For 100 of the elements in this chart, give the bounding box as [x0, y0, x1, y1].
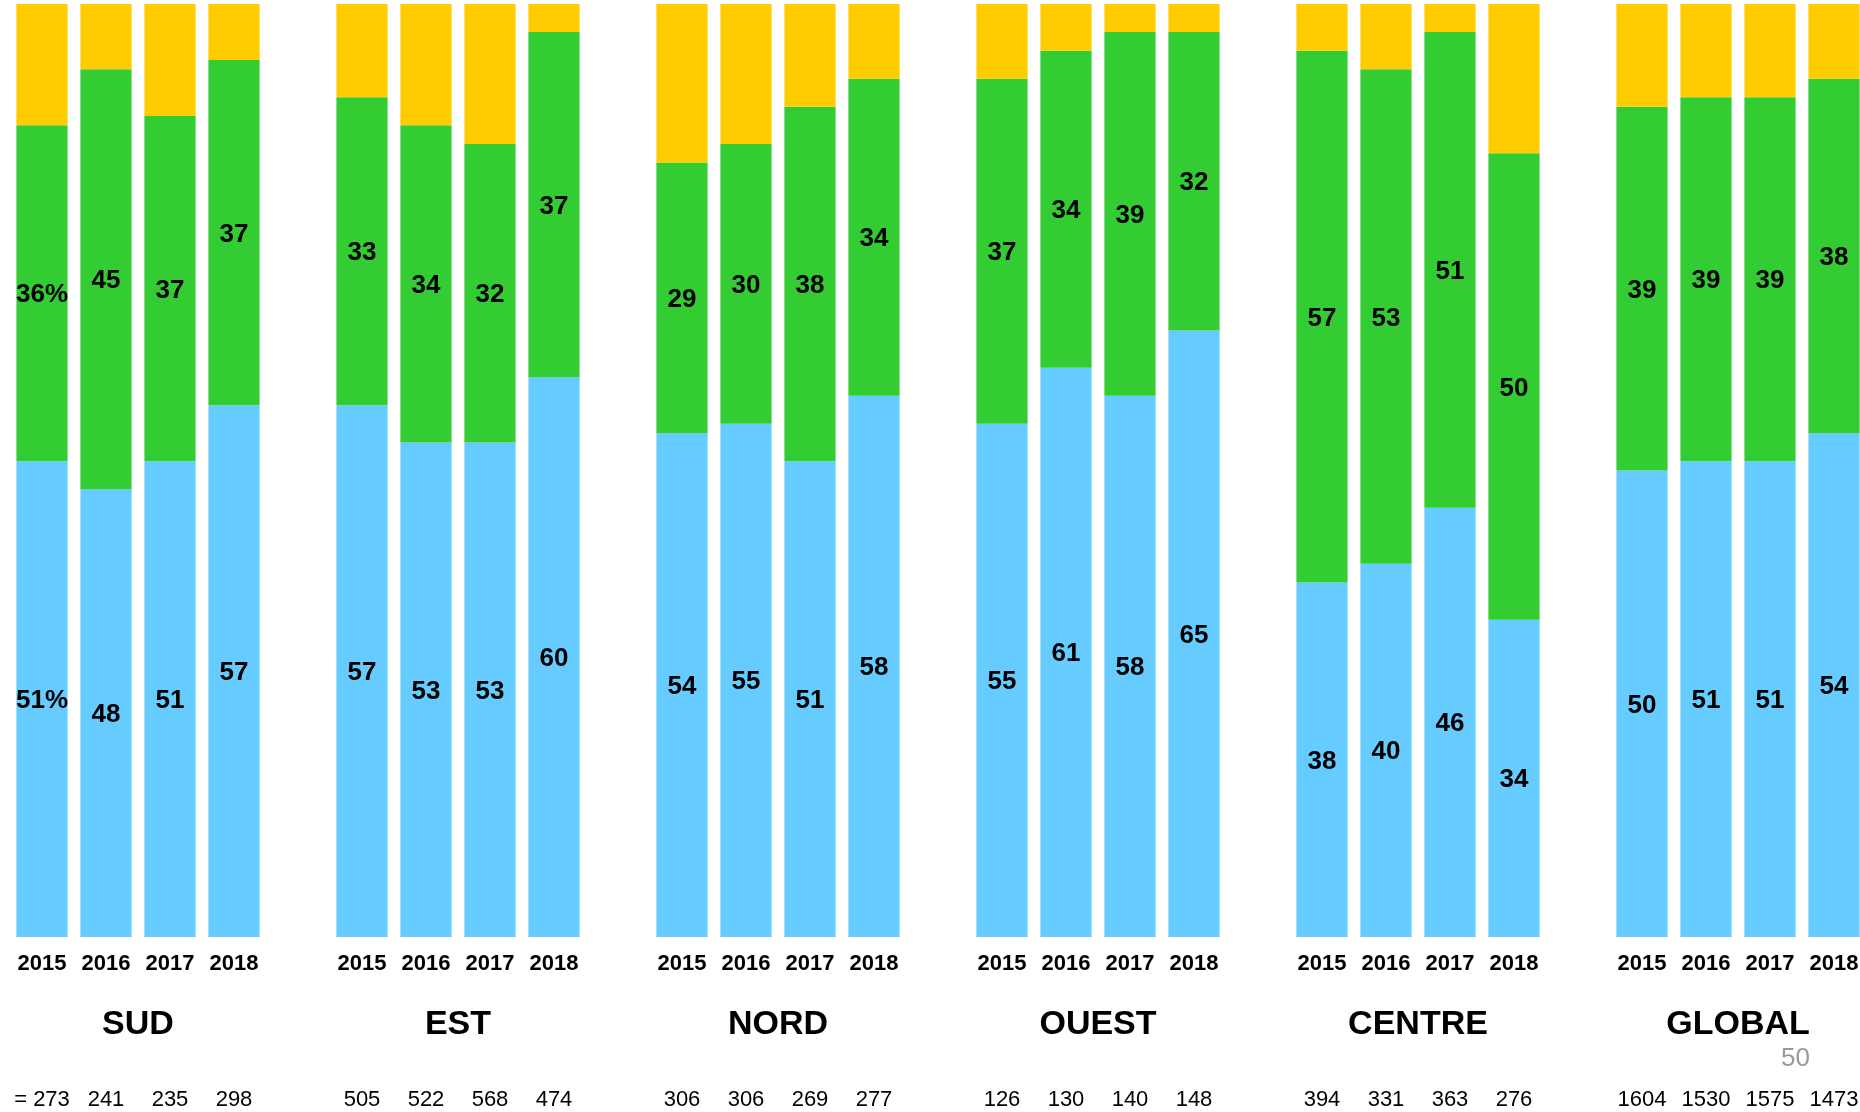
- bar: [976, 4, 1028, 79]
- x-tick-label: 2016: [1041, 949, 1091, 975]
- data-label: 34: [1051, 194, 1081, 225]
- x-tick-label: 2018: [529, 949, 579, 975]
- bar: [1808, 78, 1860, 434]
- bar: [464, 143, 516, 443]
- data-label: 51: [1435, 254, 1465, 285]
- bar: [336, 97, 388, 406]
- bar: [848, 395, 900, 937]
- bar: [1680, 4, 1732, 98]
- data-label: 39: [1691, 264, 1721, 295]
- text: 306: [727, 1085, 765, 1111]
- x-tick-label: 2015: [17, 949, 67, 975]
- data-label: 60: [539, 642, 569, 673]
- bar: [144, 115, 196, 462]
- text: 1530: [1681, 1085, 1731, 1111]
- bar: [336, 4, 388, 98]
- x-tick-label: 2018: [1809, 949, 1859, 975]
- data-label: 40: [1371, 735, 1401, 766]
- bar: [400, 4, 452, 126]
- x-tick-label: 2017: [145, 949, 195, 975]
- bar: [336, 405, 388, 937]
- bar: [1040, 367, 1092, 937]
- bar: [1616, 106, 1668, 471]
- bar: [1104, 4, 1156, 32]
- bar: [1360, 4, 1412, 70]
- bar: [1040, 4, 1092, 51]
- bar: [80, 489, 132, 937]
- bar: [1104, 395, 1156, 937]
- data-label: 58: [1115, 651, 1145, 682]
- bar: [1168, 31, 1220, 331]
- text: 1575: [1745, 1085, 1795, 1111]
- x-tick-label: 2018: [209, 949, 259, 975]
- bar: [1040, 50, 1092, 368]
- bar: [400, 442, 452, 937]
- data-label: 55: [987, 665, 1017, 696]
- bar: [1424, 4, 1476, 32]
- text: 1473: [1809, 1085, 1859, 1111]
- bar: [1424, 31, 1476, 508]
- bar: [144, 461, 196, 937]
- data-label: 51: [155, 684, 185, 715]
- text: EST: [424, 1003, 492, 1041]
- text: 148: [1175, 1085, 1213, 1111]
- data-label: 39: [1115, 198, 1145, 229]
- data-label: 32: [475, 278, 505, 309]
- text: 276: [1495, 1085, 1533, 1111]
- bar: [1744, 461, 1796, 937]
- bar: [464, 4, 516, 144]
- bar: [1808, 433, 1860, 937]
- data-label: 36%: [15, 278, 69, 309]
- bar: [1616, 4, 1668, 107]
- data-label: 38: [1819, 240, 1849, 271]
- x-tick-label: 2016: [1681, 949, 1731, 975]
- data-label: 38: [1307, 744, 1337, 775]
- bar: [1424, 507, 1476, 937]
- data-label: 65: [1179, 618, 1209, 649]
- bar: [784, 106, 836, 462]
- bar: [1680, 461, 1732, 937]
- bar: [784, 4, 836, 107]
- data-label: 57: [1307, 301, 1337, 332]
- text: = 273: [14, 1085, 70, 1111]
- bar: [1296, 4, 1348, 51]
- bar: [528, 377, 580, 937]
- text: 140: [1111, 1085, 1149, 1111]
- x-tick-label: 2017: [785, 949, 835, 975]
- text: 269: [791, 1085, 829, 1111]
- data-label: 45: [91, 264, 121, 295]
- text: 298: [215, 1085, 253, 1111]
- x-tick-label: 2015: [1617, 949, 1667, 975]
- bar: [16, 4, 68, 126]
- data-label: 37: [219, 217, 249, 248]
- bar: [208, 4, 260, 60]
- text: OUEST: [1039, 1003, 1157, 1041]
- bar: [656, 162, 708, 434]
- data-label: 46: [1435, 707, 1465, 738]
- x-tick-label: 2016: [721, 949, 771, 975]
- x-tick-label: 2015: [337, 949, 387, 975]
- data-label: 61: [1051, 637, 1081, 668]
- data-label: 54: [667, 670, 697, 701]
- bar: [1296, 582, 1348, 937]
- bar: [656, 433, 708, 937]
- data-label: 58: [859, 651, 889, 682]
- data-label: 55: [731, 665, 761, 696]
- data-label: 48: [91, 698, 121, 729]
- text: 241: [87, 1085, 125, 1111]
- text: 394: [1303, 1085, 1341, 1111]
- bar: [464, 442, 516, 937]
- x-tick-label: 2016: [1361, 949, 1411, 975]
- text: 50: [1781, 1042, 1810, 1072]
- bar: [400, 125, 452, 443]
- bar: [976, 423, 1028, 937]
- data-label: 39: [1627, 273, 1657, 304]
- text: 331: [1367, 1085, 1405, 1111]
- x-tick-label: 2017: [1745, 949, 1795, 975]
- bar: [208, 405, 260, 937]
- data-label: 51: [1755, 684, 1785, 715]
- text: 363: [1431, 1085, 1469, 1111]
- text: 568: [471, 1085, 509, 1111]
- text: NORD: [727, 1003, 829, 1041]
- text: 126: [983, 1085, 1021, 1111]
